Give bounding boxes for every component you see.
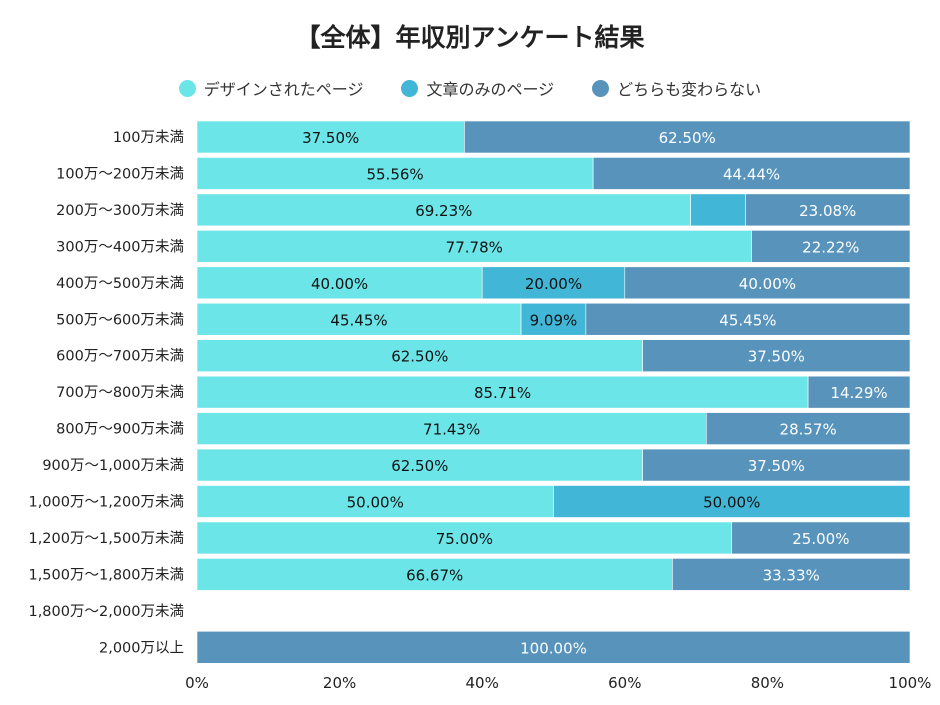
data-label: 44.44% [723, 165, 780, 183]
bar-segment [585, 302, 911, 336]
category-label: 100万未満 [113, 129, 184, 146]
data-label: 50.00% [703, 494, 760, 512]
data-label: 66.67% [406, 566, 463, 584]
bar-segment [196, 375, 809, 409]
bar-segment [196, 630, 911, 664]
bar-segment [520, 302, 587, 336]
chart-title: 【全体】年収別アンケート結果 [295, 23, 645, 52]
bar-segment [751, 230, 911, 263]
legend-label: どちらも変わらない [617, 80, 762, 99]
bar-segment [672, 558, 911, 591]
legend-swatch-icon [401, 79, 419, 97]
bar-segment [642, 339, 911, 373]
legend-item: 文章のみのページ [401, 76, 554, 100]
bar-segment [196, 302, 522, 336]
data-label: 33.33% [763, 566, 820, 584]
data-label: 37.50% [302, 129, 359, 147]
data-label: 23.08% [799, 202, 856, 220]
category-label: 1,500万～1,800万未満 [28, 566, 184, 583]
bar-segment [553, 485, 911, 518]
legend-label: デザインされたページ [203, 80, 364, 99]
data-label: 75.00% [436, 530, 493, 548]
category-label: 700万～800万未満 [56, 384, 184, 401]
bar-segment [481, 266, 626, 300]
x-tick-label: 20% [323, 674, 356, 692]
data-label: 28.57% [780, 421, 837, 439]
bar-segment [624, 266, 911, 300]
data-label: 45.45% [719, 311, 776, 329]
data-label: 69.23% [415, 202, 472, 220]
legend-swatch-icon [592, 79, 610, 97]
bar-segment [464, 120, 911, 154]
data-label: 85.71% [474, 384, 531, 402]
category-label: 100万～200万未満 [56, 165, 184, 182]
data-label: 62.50% [391, 348, 448, 366]
data-label: 62.50% [659, 129, 716, 147]
x-tick-label: 40% [466, 674, 499, 692]
legend: デザインされたページ 文章のみのページ どちらも変わらない [0, 76, 940, 100]
data-label: 37.50% [748, 457, 805, 475]
data-label: 62.50% [391, 457, 448, 475]
data-label: 71.43% [423, 421, 480, 439]
bar-segment [690, 193, 746, 227]
data-label: 50.00% [347, 494, 404, 512]
bar-segment [196, 230, 752, 263]
bar-segment [196, 266, 483, 300]
category-label: 1,000万～1,200万未満 [28, 494, 184, 511]
data-label: 55.56% [366, 165, 423, 183]
category-label: 600万～700万未満 [56, 348, 184, 365]
legend-item: デザインされたページ [178, 76, 364, 100]
bar-segment [196, 412, 707, 445]
data-label: 20.00% [525, 275, 582, 293]
bar-segment [196, 193, 691, 227]
category-label: 300万～400万未満 [56, 238, 184, 255]
bar-segment [807, 375, 911, 409]
data-label: 100.00% [520, 639, 587, 657]
data-label: 22.22% [802, 238, 859, 256]
category-label: 800万～900万未満 [56, 421, 184, 438]
data-label: 45.45% [330, 311, 387, 329]
category-label: 2,000万以上 [99, 639, 184, 656]
category-label: 900万～1,000万未満 [42, 457, 184, 474]
x-tick-label: 80% [751, 674, 784, 692]
data-label: 9.09% [530, 311, 578, 329]
bar-segment [196, 339, 643, 373]
bar-segment [731, 521, 911, 555]
bar-segment [642, 448, 911, 482]
x-tick-label: 60% [608, 674, 641, 692]
legend-item: どちらも変わらない [592, 76, 761, 100]
data-label: 40.00% [311, 275, 368, 293]
data-label: 77.78% [446, 238, 503, 256]
category-label: 1,800万～2,000万未満 [28, 603, 184, 620]
bar-segment [196, 521, 733, 555]
data-label: 25.00% [792, 530, 849, 548]
category-label: 1,200万～1,500万未満 [28, 530, 184, 547]
data-label: 40.00% [739, 275, 796, 293]
legend-label: 文章のみのページ [426, 80, 555, 99]
bar-segment [592, 157, 911, 190]
bar-segment [196, 157, 594, 190]
legend-swatch-icon [178, 79, 196, 97]
category-label: 200万～300万未満 [56, 202, 184, 219]
category-label: 400万～500万未満 [56, 275, 184, 292]
bar-segment [745, 193, 911, 227]
x-tick-label: 0% [185, 674, 209, 692]
x-tick-label: 100% [889, 674, 932, 692]
data-label: 37.50% [748, 348, 805, 366]
data-label: 14.29% [830, 384, 887, 402]
category-label: 500万～600万未満 [56, 311, 184, 328]
bar-segment [705, 412, 911, 445]
bar-segment [196, 120, 465, 154]
